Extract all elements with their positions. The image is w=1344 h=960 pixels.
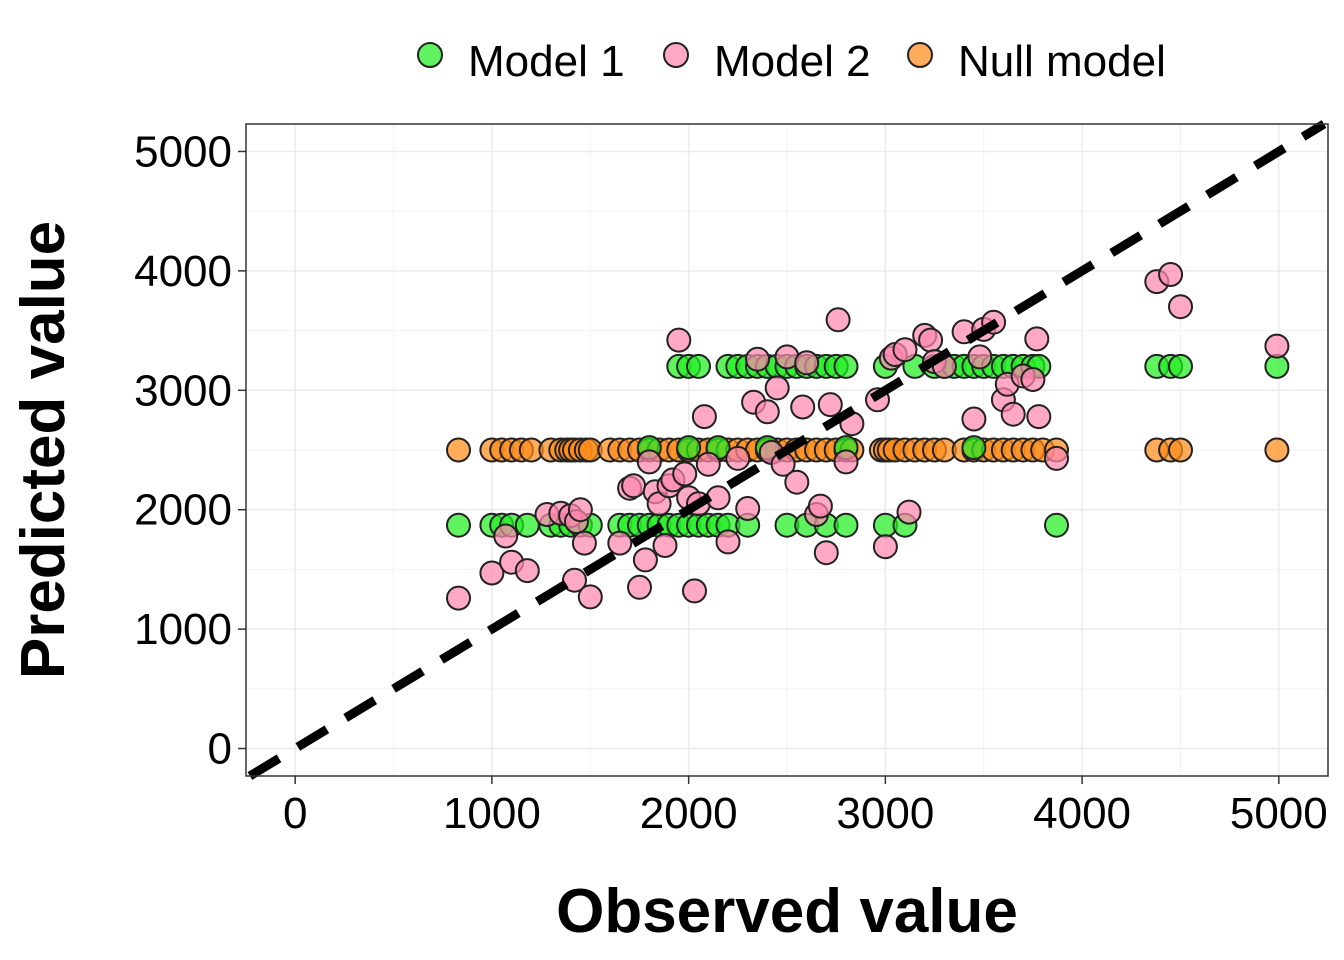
model-1-point [676, 435, 702, 461]
model-1-point [1168, 353, 1193, 379]
model-2-point [1168, 294, 1193, 320]
model-2-point [632, 547, 658, 573]
model-2-point [784, 469, 810, 495]
model-2-point [825, 307, 851, 333]
model-2-point [562, 567, 587, 593]
x-tick-label: 5000 [1230, 789, 1328, 838]
model-2-point [1026, 404, 1052, 430]
model-2-point [514, 558, 540, 584]
y-tick-label: 3000 [134, 366, 232, 415]
legend: Model 1 Model 2 Null model [417, 37, 1166, 86]
x-axis: 0 1000 2000 3000 4000 5000 [283, 776, 1328, 838]
y-tick-label: 5000 [134, 127, 232, 176]
model-2-point [1000, 401, 1026, 427]
model-2-point [1044, 445, 1069, 471]
model-2-point [1024, 326, 1050, 352]
model-2-point [493, 523, 519, 549]
x-tick-label: 3000 [836, 789, 934, 838]
model-2-point [745, 346, 770, 372]
model-2-point [666, 327, 692, 353]
legend-key-model-1 [417, 42, 443, 68]
model-1-point [686, 353, 711, 379]
model-2-point [896, 499, 922, 525]
model-2-point [892, 337, 918, 363]
model-2-point [672, 461, 698, 487]
y-tick-label: 2000 [134, 486, 232, 535]
data-points [446, 262, 1290, 611]
null-model-point [446, 437, 471, 463]
model-2-point [754, 399, 780, 425]
model-2-point [479, 560, 505, 586]
model-2-point [967, 344, 993, 370]
legend-key-model-2 [663, 42, 689, 68]
grid-lines [246, 124, 1328, 776]
model-2-point [725, 445, 751, 471]
model-2-point [607, 530, 633, 556]
model-2-point [627, 574, 652, 600]
plot-border [245, 123, 1329, 777]
model-2-point [1158, 262, 1184, 287]
model-2-point [446, 585, 471, 611]
model-2-point [715, 529, 741, 555]
legend-label-model-1: Model 1 [468, 37, 625, 86]
model-1-point [833, 512, 859, 538]
model-1-point [833, 353, 859, 379]
x-axis-title: Observed value [556, 877, 1018, 946]
model-2-point [682, 578, 707, 604]
y-axis-title: Predicted value [9, 221, 78, 679]
identity-reference-line [247, 120, 1327, 780]
legend-label-model-2: Model 2 [714, 37, 871, 86]
x-tick-label: 2000 [640, 789, 738, 838]
y-tick-label: 1000 [134, 605, 232, 654]
model-2-point [1020, 367, 1046, 392]
null-model-point [1168, 437, 1193, 463]
y-axis: 0 1000 2000 3000 4000 5000 [134, 127, 246, 774]
model-2-point [764, 375, 790, 401]
model-2-point [790, 394, 816, 420]
model-2-point [872, 534, 898, 560]
model-2-point [652, 533, 678, 558]
x-tick-label: 1000 [443, 789, 541, 838]
model-2-point [813, 540, 839, 566]
x-tick-label: 4000 [1033, 789, 1131, 838]
model-2-point [567, 497, 593, 523]
model-2-point [833, 449, 859, 475]
model-2-point [636, 449, 662, 475]
null-model-point [1264, 437, 1290, 463]
model-1-point [446, 512, 471, 538]
model-2-point [577, 584, 603, 610]
model-2-point [735, 496, 761, 521]
model-2-point [691, 404, 717, 430]
model-1-point [961, 435, 987, 461]
y-tick-label: 0 [208, 725, 232, 774]
y-tick-label: 4000 [134, 247, 232, 296]
model-2-point [817, 392, 843, 418]
model-2-point [807, 493, 833, 519]
model-2-point [621, 473, 647, 499]
model-2-point [918, 327, 944, 353]
x-tick-label: 0 [283, 789, 307, 838]
model-2-point [1264, 333, 1290, 359]
model-2-point [794, 350, 820, 376]
model-2-point [571, 530, 597, 556]
model-2-point [695, 451, 721, 477]
legend-label-null-model: Null model [958, 37, 1166, 86]
model-1-point [1044, 512, 1069, 538]
legend-key-null-model [907, 42, 933, 68]
model-2-point [961, 406, 987, 432]
